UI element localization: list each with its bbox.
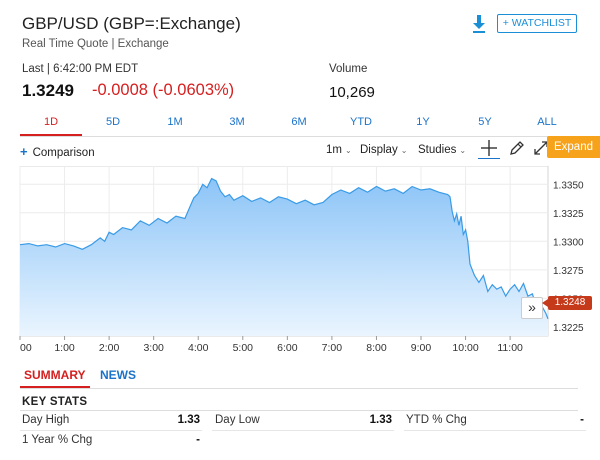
pencil-icon[interactable]	[507, 138, 527, 158]
stat-label-1y-chg: 1 Year % Chg	[22, 434, 93, 446]
active-tab-underline	[20, 386, 90, 388]
add-to-watchlist-button[interactable]: + WATCHLIST	[497, 14, 577, 33]
y-tick-label: 1.3300	[553, 237, 584, 248]
x-tick-label: 4:00	[188, 342, 209, 354]
key-stats-divider	[20, 410, 578, 411]
x-tick-label: 7:00	[322, 342, 343, 354]
tab-range-5d[interactable]: 5D	[105, 116, 121, 128]
last-price-pointer	[542, 299, 548, 307]
stat-label-day-low: Day Low	[215, 414, 260, 426]
studies-dropdown[interactable]: Studies ⌄	[418, 144, 466, 156]
row-divider	[212, 430, 394, 431]
tab-range-3m[interactable]: 3M	[229, 116, 245, 128]
tab-summary[interactable]: SUMMARY	[24, 368, 86, 382]
y-tick-label: 1.3325	[553, 209, 584, 220]
summary-tabs: SUMMARY NEWS	[20, 364, 578, 389]
volume-label: Volume	[329, 63, 368, 75]
stat-label-ytd-chg: YTD % Chg	[406, 414, 467, 426]
x-tick-label: 3:00	[143, 342, 164, 354]
x-tick-label: 11:00	[497, 342, 523, 354]
tab-news[interactable]: NEWS	[100, 368, 136, 382]
x-tick-label: 5:00	[233, 342, 254, 354]
crosshair-icon[interactable]	[479, 138, 499, 158]
last-price-badge: 1.3248	[548, 296, 592, 310]
y-tick-label: 1.3350	[553, 180, 584, 191]
x-tick-label: 00	[20, 342, 32, 354]
crosshair-active-indicator	[478, 158, 500, 159]
interval-dropdown[interactable]: 1m ⌄	[326, 144, 352, 156]
interval-label: 1m	[326, 144, 342, 156]
plus-icon: +	[20, 144, 28, 159]
studies-label: Studies	[418, 144, 457, 156]
x-tick-label: 2:00	[99, 342, 120, 354]
page-title: GBP/USD (GBP=:Exchange)	[22, 14, 241, 33]
tab-range-5y[interactable]: 5Y	[478, 116, 492, 128]
tab-range-1d[interactable]: 1D	[20, 112, 82, 136]
display-label: Display	[360, 144, 398, 156]
time-range-tabs: 1D 5D 1M 3M 6M YTD 1Y 5Y ALL	[20, 112, 578, 137]
y-tick-label: 1.3225	[553, 323, 584, 334]
last-price: 1.3249	[22, 81, 74, 100]
x-tick-label: 9:00	[411, 342, 432, 354]
stat-value-day-low: 1.33	[369, 414, 392, 426]
tab-range-all[interactable]: ALL	[537, 116, 557, 128]
tab-range-1y[interactable]: 1Y	[416, 116, 430, 128]
add-comparison-button[interactable]: + Comparison	[20, 144, 95, 159]
download-icon[interactable]	[471, 14, 487, 34]
tab-range-1m[interactable]: 1M	[167, 116, 183, 128]
stat-value-day-high: 1.33	[177, 414, 200, 426]
x-tick-label: 8:00	[366, 342, 387, 354]
x-tick-label: 10:00	[452, 342, 478, 354]
chevron-down-icon: ⌄	[459, 146, 467, 155]
x-tick-label: 1:00	[54, 342, 75, 354]
tab-range-6m[interactable]: 6M	[291, 116, 307, 128]
display-dropdown[interactable]: Display ⌄	[360, 144, 407, 156]
y-tick-label: 1.3275	[553, 266, 584, 277]
stat-label-day-high: Day High	[22, 414, 70, 426]
scroll-to-latest-button[interactable]: »	[521, 297, 543, 319]
row-divider	[404, 430, 586, 431]
row-divider	[20, 430, 202, 431]
price-area-fill	[20, 178, 548, 336]
expand-button[interactable]: Expand	[547, 136, 600, 158]
price-series-line	[19, 177, 549, 320]
stat-value-ytd-chg: -	[580, 414, 584, 426]
x-tick-label: 6:00	[277, 342, 298, 354]
chevron-down-icon: ⌄	[344, 146, 352, 155]
comparison-label: Comparison	[32, 147, 95, 159]
chevron-down-icon: ⌄	[400, 146, 408, 155]
last-trade-time: Last | 6:42:00 PM EDT	[22, 63, 139, 75]
quote-source-subtitle: Real Time Quote | Exchange	[22, 38, 169, 50]
stat-value-1y-chg: -	[196, 434, 200, 446]
tab-range-ytd[interactable]: YTD	[350, 116, 372, 128]
price-change: -0.0008 (-0.0603%)	[92, 81, 235, 99]
key-stats-title: KEY STATS	[22, 396, 88, 408]
volume-value: 10,269	[329, 84, 375, 101]
